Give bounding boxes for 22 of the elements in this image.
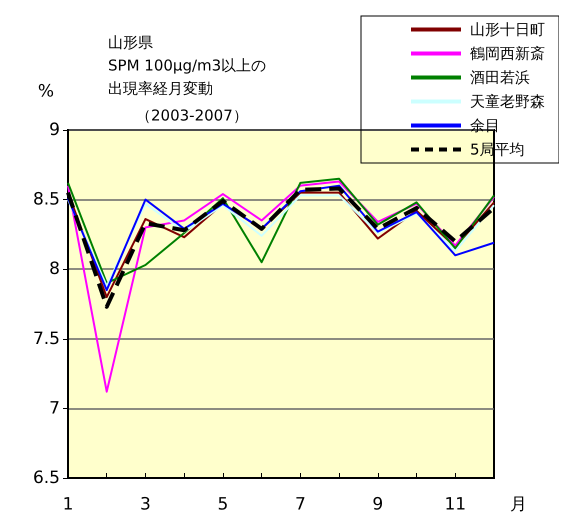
legend-label: 鶴岡西新斎 bbox=[470, 44, 545, 62]
x-tick-label: 1 bbox=[62, 494, 74, 514]
x-tick-label: 9 bbox=[372, 494, 384, 514]
x-tick-label: 7 bbox=[294, 494, 306, 514]
x-tick-label: 3 bbox=[140, 494, 151, 514]
y-tick-label: 8.5 bbox=[32, 190, 60, 210]
y-axis-title: % bbox=[38, 82, 54, 102]
y-tick-label: 7.5 bbox=[32, 328, 60, 349]
legend-label: 山形十日町 bbox=[470, 20, 545, 38]
y-tick-label: 7 bbox=[49, 398, 60, 418]
x-axis-title: 月 bbox=[510, 494, 527, 514]
chart-title: 山形県 bbox=[108, 34, 153, 52]
legend-label: 酒田若浜 bbox=[470, 68, 530, 86]
x-tick-label: 5 bbox=[217, 494, 228, 514]
legend-label: 天童老野森 bbox=[470, 92, 545, 110]
line-series bbox=[67, 180, 495, 393]
y-tick-label: 8 bbox=[49, 259, 60, 280]
y-tick-label: 9 bbox=[49, 120, 60, 140]
x-tick-label: 11 bbox=[444, 494, 466, 514]
text: （2003-2007） bbox=[136, 106, 248, 124]
chart-subtitle: SPM 100μg/m3以上の出現率経月変動 bbox=[108, 56, 266, 98]
y-tick-label: 6.5 bbox=[32, 468, 60, 488]
